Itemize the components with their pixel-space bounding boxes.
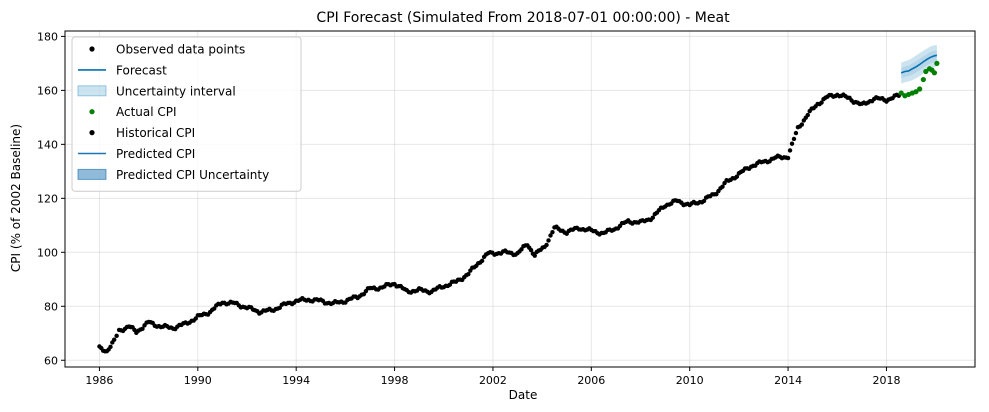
historical-cpi-point bbox=[548, 233, 553, 238]
historical-cpi-point bbox=[799, 122, 805, 127]
tick-layer: 1986 1990 1994 1998 2002 2006 2010 2014 2018 60 80… bbox=[37, 30, 900, 387]
actual-cpi-point bbox=[934, 60, 940, 66]
y-tick-label: 60 bbox=[44, 354, 58, 367]
historical-cpi-point bbox=[546, 238, 551, 243]
historical-cpi-point bbox=[108, 344, 113, 350]
legend-label: Historical CPI bbox=[116, 126, 195, 140]
y-tick-label: 120 bbox=[37, 192, 58, 205]
x-tick-label: 2006 bbox=[577, 374, 605, 387]
historical-cpi-point bbox=[466, 271, 471, 277]
data-point-layer bbox=[97, 60, 940, 354]
legend-point-marker bbox=[89, 130, 95, 136]
historical-cpi-point bbox=[277, 305, 282, 310]
actual-cpi-point bbox=[913, 89, 919, 95]
historical-cpi-point bbox=[789, 141, 795, 146]
historical-cpi-point bbox=[140, 326, 145, 332]
historical-cpi-point bbox=[111, 337, 117, 342]
historical-cpi-point bbox=[791, 136, 797, 142]
historical-cpi-point bbox=[701, 198, 707, 204]
forecast-line-layer bbox=[900, 54, 938, 74]
y-tick-label: 140 bbox=[37, 138, 58, 151]
actual-cpi-point bbox=[931, 70, 938, 76]
historical-cpi-point bbox=[650, 215, 656, 220]
legend-band-marker bbox=[77, 168, 107, 180]
x-axis-label: Date bbox=[509, 388, 538, 402]
historical-cpi-point bbox=[193, 316, 198, 321]
forecast-line bbox=[900, 54, 938, 74]
x-tick-label: 1994 bbox=[282, 374, 310, 387]
y-tick-label: 80 bbox=[44, 300, 58, 313]
legend-point-marker bbox=[89, 109, 95, 115]
historical-cpi-point bbox=[544, 242, 549, 248]
x-tick-label: 1998 bbox=[381, 374, 409, 387]
legend: Observed data points Forecast Uncertainty … bbox=[71, 36, 302, 192]
historical-cpi-point bbox=[734, 174, 740, 179]
historical-cpi-point bbox=[550, 229, 555, 235]
actual-cpi-point bbox=[923, 68, 929, 75]
historical-cpi-point bbox=[528, 247, 534, 253]
historical-cpi-point bbox=[114, 333, 119, 339]
x-tick-label: 2002 bbox=[479, 374, 507, 387]
y-tick-label: 180 bbox=[37, 30, 58, 43]
historical-cpi-point bbox=[720, 184, 725, 189]
legend-band-marker bbox=[77, 85, 107, 97]
chart-title: CPI Forecast (Simulated From 2018-07-01 … bbox=[316, 10, 730, 26]
historical-cpi-point bbox=[793, 130, 799, 136]
x-tick-label: 2018 bbox=[872, 374, 900, 387]
legend-label: Predicted CPI Uncertainty bbox=[116, 168, 269, 182]
historical-cpi-point bbox=[532, 253, 537, 258]
y-tick-label: 160 bbox=[37, 84, 58, 97]
historical-cpi-point bbox=[819, 100, 824, 105]
x-tick-label: 1990 bbox=[184, 374, 212, 387]
historical-cpi-point bbox=[787, 148, 793, 153]
actual-cpi-point bbox=[920, 76, 926, 83]
y-axis-label: CPI (% of 2002 Baseline) bbox=[9, 124, 23, 272]
legend-label: Forecast bbox=[116, 63, 167, 77]
historical-cpi-point bbox=[785, 155, 791, 161]
legend-label: Actual CPI bbox=[116, 105, 177, 119]
legend-point-marker bbox=[89, 46, 95, 52]
historical-cpi-point bbox=[519, 247, 524, 252]
historical-cpi-point bbox=[479, 258, 485, 264]
x-tick-label: 2010 bbox=[676, 374, 704, 387]
actual-cpi-point bbox=[917, 86, 923, 92]
plot-frame bbox=[64, 30, 976, 368]
x-tick-label: 1986 bbox=[85, 374, 113, 387]
historical-cpi-point bbox=[805, 112, 810, 118]
legend-label: Observed data points bbox=[116, 43, 245, 57]
y-tick-label: 100 bbox=[37, 246, 58, 259]
x-tick-label: 2014 bbox=[774, 374, 802, 387]
legend-box bbox=[71, 36, 302, 192]
legend-label: Predicted CPI bbox=[116, 147, 195, 161]
legend-label: Uncertainty interval bbox=[116, 84, 236, 98]
actual-cpi-point bbox=[898, 90, 904, 96]
historical-cpi-point bbox=[212, 306, 217, 311]
